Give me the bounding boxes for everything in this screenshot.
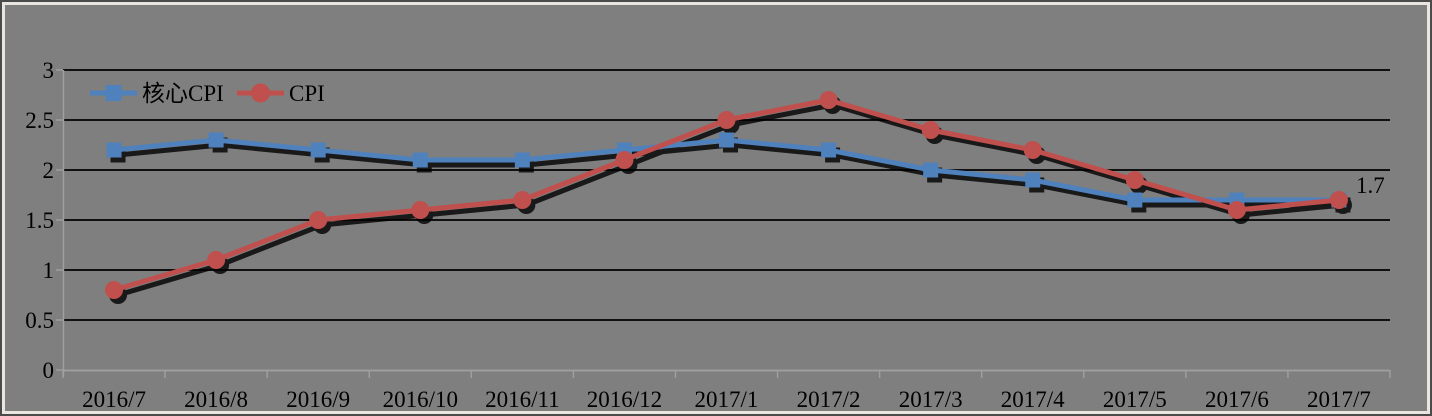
shadow-core-cpi-line (117, 142, 1343, 208)
cpi-marker (921, 121, 940, 139)
cpi-marker (1023, 141, 1042, 159)
core-cpi-marker (106, 142, 122, 158)
core-cpi-marker (1025, 172, 1041, 188)
cpi-marker (717, 111, 736, 129)
legend-circle-marker-icon (251, 83, 270, 103)
y-tick-label: 2 (43, 158, 55, 183)
y-tick-label: 0.5 (25, 308, 54, 333)
x-tick-label: 2017/6 (1205, 387, 1269, 412)
cpi-marker (615, 151, 634, 169)
core-cpi-marker (923, 162, 939, 178)
core-cpi-marker (412, 152, 428, 168)
legend-label: CPI (289, 81, 325, 106)
x-tick-label: 2016/11 (485, 387, 560, 412)
x-tick-label: 2017/5 (1103, 387, 1167, 412)
legend-item-cpi: CPI (237, 81, 325, 106)
data-label: 1.7 (1356, 173, 1385, 198)
cpi-marker (105, 281, 124, 299)
legend: 核心CPI CPI (90, 81, 325, 106)
core-cpi-marker (1127, 192, 1143, 208)
cpi-marker (1125, 171, 1144, 189)
core-cpi-marker (208, 132, 224, 148)
x-tick-label: 2017/4 (1001, 387, 1065, 412)
cpi-marker (309, 211, 328, 229)
legend-label: 核心CPI (142, 81, 224, 106)
x-tick-label: 2016/10 (383, 387, 458, 412)
core-cpi-marker (821, 142, 837, 158)
x-tick-label: 2016/7 (82, 387, 146, 412)
series-core-cpi (106, 132, 1347, 208)
legend-square-marker-icon (105, 85, 122, 101)
core-cpi-marker (719, 132, 734, 148)
x-tick-label: 2017/2 (797, 387, 861, 412)
y-tick-label: 2.5 (25, 108, 54, 133)
y-tick-label: 1 (43, 258, 55, 283)
x-tick-label: 2017/3 (899, 387, 963, 412)
core-cpi-marker (514, 152, 530, 168)
series-cpi (105, 91, 1348, 299)
core-cpi-marker (310, 142, 326, 158)
x-tick-label: 2016/8 (184, 387, 248, 412)
cpi-marker (513, 191, 532, 209)
legend-item-core-cpi: 核心CPI (90, 81, 224, 106)
x-tick-label: 2016/12 (587, 387, 662, 412)
x-tick-label: 2017/7 (1307, 387, 1371, 412)
cpi-marker (411, 201, 430, 219)
cpi-marker (207, 251, 226, 269)
cpi-marker (1329, 191, 1348, 209)
x-tick-label: 2016/9 (286, 387, 350, 412)
x-tick-label: 2017/1 (695, 387, 759, 412)
y-tick-label: 1.5 (25, 208, 54, 233)
cpi-marker (1227, 201, 1246, 219)
y-tick-label: 0 (43, 358, 55, 383)
y-tick-label: 3 (43, 58, 55, 83)
cpi-marker (819, 91, 838, 109)
